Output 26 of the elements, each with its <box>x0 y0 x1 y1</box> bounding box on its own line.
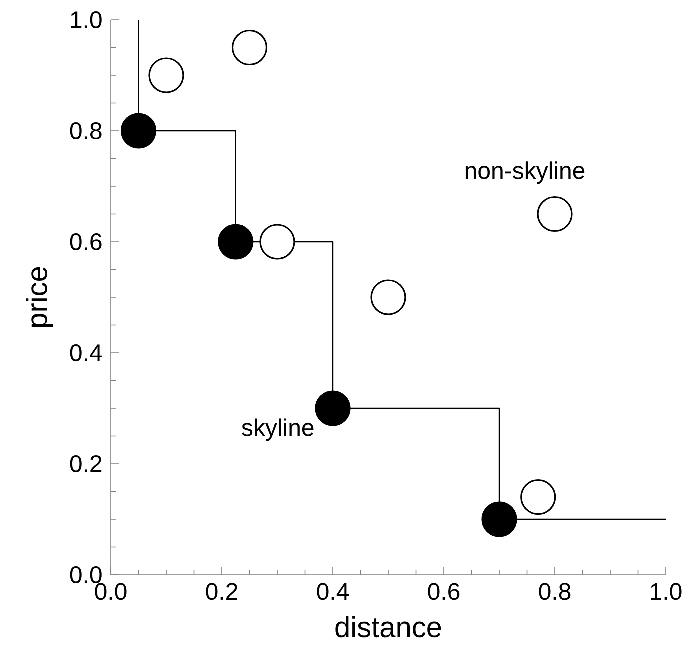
y-tick-label: 0.4 <box>70 344 102 362</box>
y-axis-title: price <box>26 267 54 328</box>
point <box>148 58 184 94</box>
point <box>232 30 268 66</box>
x-tick-label: 0.0 <box>95 583 127 600</box>
point <box>260 224 296 260</box>
point <box>120 113 157 149</box>
y-tick-label: 0.0 <box>70 566 102 584</box>
point <box>218 224 254 260</box>
point <box>370 280 406 316</box>
point <box>537 196 573 232</box>
x-tick-label: 0.6 <box>428 583 460 600</box>
x-tick-label: 0.8 <box>539 583 571 600</box>
point <box>482 502 518 538</box>
y-tick-label: 0.2 <box>70 455 102 472</box>
y-tick-label: 0.8 <box>70 122 102 140</box>
point <box>520 480 556 516</box>
x-tick-label: 0.2 <box>206 583 238 600</box>
y-tick-label: 1.0 <box>71 11 102 28</box>
y-tick-label: 0.6 <box>70 233 102 250</box>
series-label: skyline <box>242 418 314 442</box>
x-axis-title: distance <box>336 616 442 638</box>
x-tick-label: 1.0 <box>651 583 682 600</box>
series-label: non-skyline <box>466 162 585 184</box>
point <box>315 390 351 426</box>
x-tick-label: 0.4 <box>317 583 349 600</box>
